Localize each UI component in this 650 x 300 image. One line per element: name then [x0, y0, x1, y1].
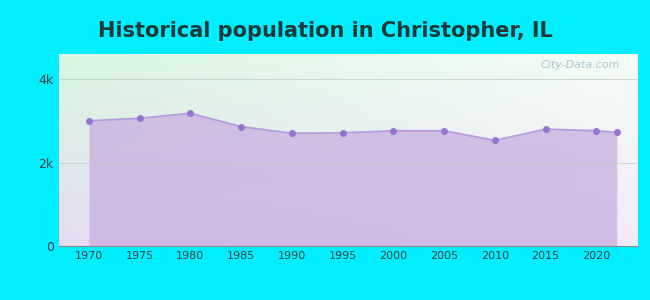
Point: [612, 130, 622, 135]
Point: [388, 128, 398, 133]
Point: [287, 131, 297, 136]
Point: [236, 124, 246, 129]
Point: [439, 128, 449, 133]
Point: [337, 130, 348, 135]
Point: [489, 138, 500, 143]
Point: [84, 118, 94, 123]
Point: [185, 111, 196, 116]
Point: [540, 127, 551, 131]
Point: [592, 128, 602, 133]
Text: Historical population in Christopher, IL: Historical population in Christopher, IL: [98, 21, 552, 41]
Point: [135, 116, 145, 121]
Text: City-Data.com: City-Data.com: [540, 60, 619, 70]
